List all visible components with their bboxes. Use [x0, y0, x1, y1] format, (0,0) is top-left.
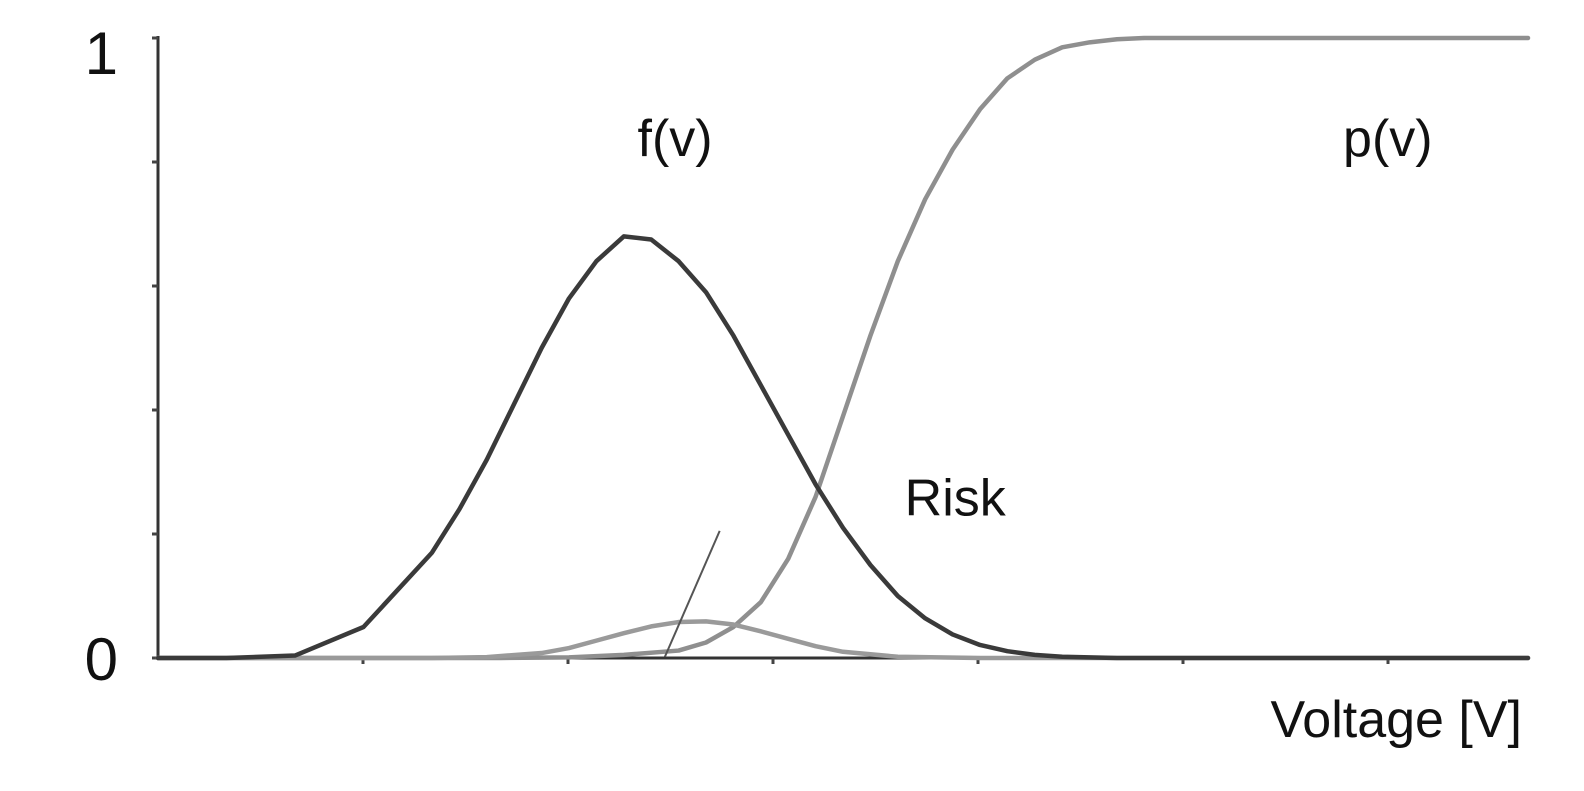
labels-group: 0 1 Voltage [V] f(v) p(v) Risk	[85, 20, 1522, 749]
y-tick-label-1: 1	[85, 20, 118, 87]
series-label-f: f(v)	[638, 110, 713, 168]
series-line-risk	[155, 619, 1531, 661]
risk-pointer-line	[663, 530, 721, 658]
series-label-risk: Risk	[905, 469, 1007, 527]
y-tick-label-0: 0	[85, 626, 118, 693]
x-axis-title: Voltage [V]	[1270, 691, 1522, 749]
series-line-f	[155, 234, 1531, 661]
axis-ticks	[152, 36, 1390, 664]
series-label-p: p(v)	[1343, 110, 1433, 168]
axes	[156, 36, 1528, 660]
series-group	[155, 35, 1531, 661]
series-line-p	[155, 35, 1531, 661]
